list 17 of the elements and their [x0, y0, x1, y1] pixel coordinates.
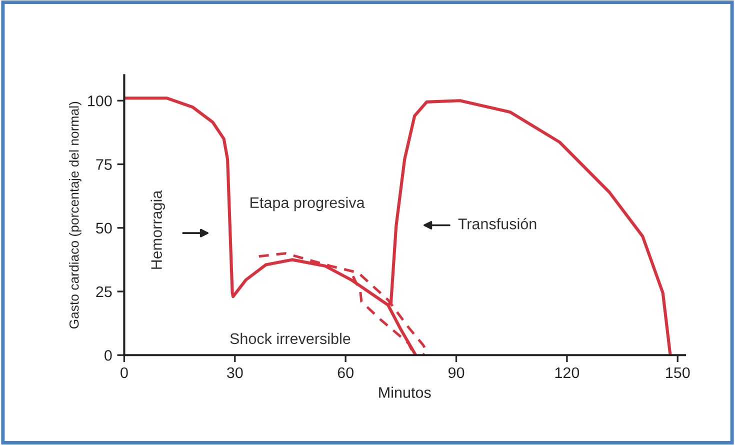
y-axis-title: Gasto cardiaco (porcentaje del normal): [69, 102, 82, 329]
x-tick-label: 60: [338, 367, 354, 378]
annotation: Etapa progresiva: [250, 196, 365, 212]
y-tick-label: 25: [96, 286, 112, 298]
y-tick-label: 100: [88, 96, 112, 106]
x-tick-label: 120: [555, 367, 580, 378]
y-tick-label: 50: [96, 222, 112, 234]
x-tick-label: 150: [666, 367, 690, 378]
x-tick-label: 30: [226, 367, 243, 378]
x-tick-label: 0: [120, 367, 128, 378]
annotation: Transfusión: [458, 218, 536, 230]
y-tick-label: 0: [104, 350, 112, 361]
x-axis-title: Minutos: [379, 386, 431, 398]
annotation: Hemorragia: [150, 190, 165, 269]
y-tick-label: 75: [96, 159, 112, 170]
annotation: Shock irreversible: [230, 332, 350, 344]
x-tick-label: 90: [448, 367, 464, 378]
